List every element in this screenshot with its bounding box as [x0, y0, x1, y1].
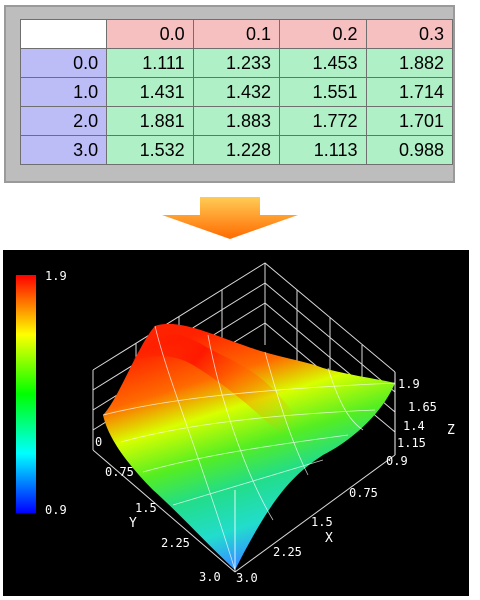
svg-text:1.5: 1.5: [311, 515, 333, 529]
data-table-panel: 0.0 0.1 0.2 0.3 0.0 1.111 1.233 1.453 1.882 1.0 1.…: [4, 5, 455, 183]
svg-text:3.0: 3.0: [236, 571, 258, 585]
table-cell: 1.431: [106, 77, 194, 107]
svg-text:0.9: 0.9: [386, 454, 408, 468]
table-header-row: 0.0 0.1 0.2 0.3: [19, 19, 453, 49]
table-cell: 1.432: [192, 77, 281, 107]
table-cell: 1.881: [106, 106, 194, 136]
z-axis-label: Z: [447, 423, 455, 438]
table-row: 2.0 1.881 1.883 1.772 1.701: [19, 106, 453, 136]
svg-text:1.5: 1.5: [135, 501, 157, 515]
column-header: 0.2: [279, 19, 367, 49]
table-cell: 1.233: [192, 48, 281, 78]
x-axis-ticks: 0.75 1.5 2.25 3.0: [236, 486, 378, 585]
svg-text:1.9: 1.9: [398, 377, 420, 391]
table-cell: 1.551: [279, 77, 367, 107]
colorbar-min-label: 0.9: [45, 503, 67, 517]
table-cell: 1.701: [365, 106, 453, 136]
down-arrow-icon: [160, 197, 300, 239]
table-row: 3.0 1.532 1.228 1.113 0.988: [19, 135, 453, 165]
column-header: 0.3: [365, 19, 453, 49]
row-header: 3.0: [19, 135, 108, 165]
table-cell: 1.772: [279, 106, 367, 136]
y-axis-label: Y: [129, 516, 137, 531]
z-axis-ticks: 1.9 1.65 1.4 1.15 0.9: [386, 377, 437, 468]
svg-text:1.15: 1.15: [397, 436, 426, 450]
table-cell: 1.882: [365, 48, 453, 78]
column-header: 0.0: [106, 19, 194, 49]
column-header: 0.1: [192, 19, 281, 49]
table-cell: 1.532: [106, 135, 194, 165]
table-cell: 1.453: [279, 48, 367, 78]
x-axis-label: X: [325, 531, 333, 546]
svg-text:1.65: 1.65: [408, 400, 437, 414]
table-cell: 1.714: [365, 77, 453, 107]
row-header: 1.0: [19, 77, 108, 107]
surface-mesh: [102, 323, 396, 571]
svg-text:2.25: 2.25: [273, 545, 302, 559]
table-cell: 1.228: [192, 135, 281, 165]
svg-text:0: 0: [95, 435, 102, 449]
table-corner-cell: [19, 19, 108, 49]
y-axis-ticks: 0 0.75 1.5 2.25 3.0: [95, 435, 221, 584]
table-cell: 1.111: [106, 48, 194, 78]
table-row: 0.0 1.111 1.233 1.453 1.882: [19, 48, 453, 78]
svg-text:1.4: 1.4: [403, 419, 425, 433]
data-table: 0.0 0.1 0.2 0.3 0.0 1.111 1.233 1.453 1.882 1.0 1.…: [19, 19, 453, 165]
row-header: 0.0: [19, 48, 108, 78]
table-cell: 1.883: [192, 106, 281, 136]
svg-text:3.0: 3.0: [199, 570, 221, 584]
table-row: 1.0 1.431 1.432 1.551 1.714: [19, 77, 453, 107]
svg-text:0.75: 0.75: [105, 465, 134, 479]
svg-text:0.75: 0.75: [349, 486, 378, 500]
table-cell: 0.988: [365, 135, 453, 165]
row-header: 2.0: [19, 106, 108, 136]
surface-plot: 1.9 0.9: [3, 250, 469, 596]
colorbar-max-label: 1.9: [45, 269, 67, 283]
colorbar: [16, 275, 36, 513]
svg-text:2.25: 2.25: [161, 536, 190, 550]
table-cell: 1.113: [279, 135, 367, 165]
